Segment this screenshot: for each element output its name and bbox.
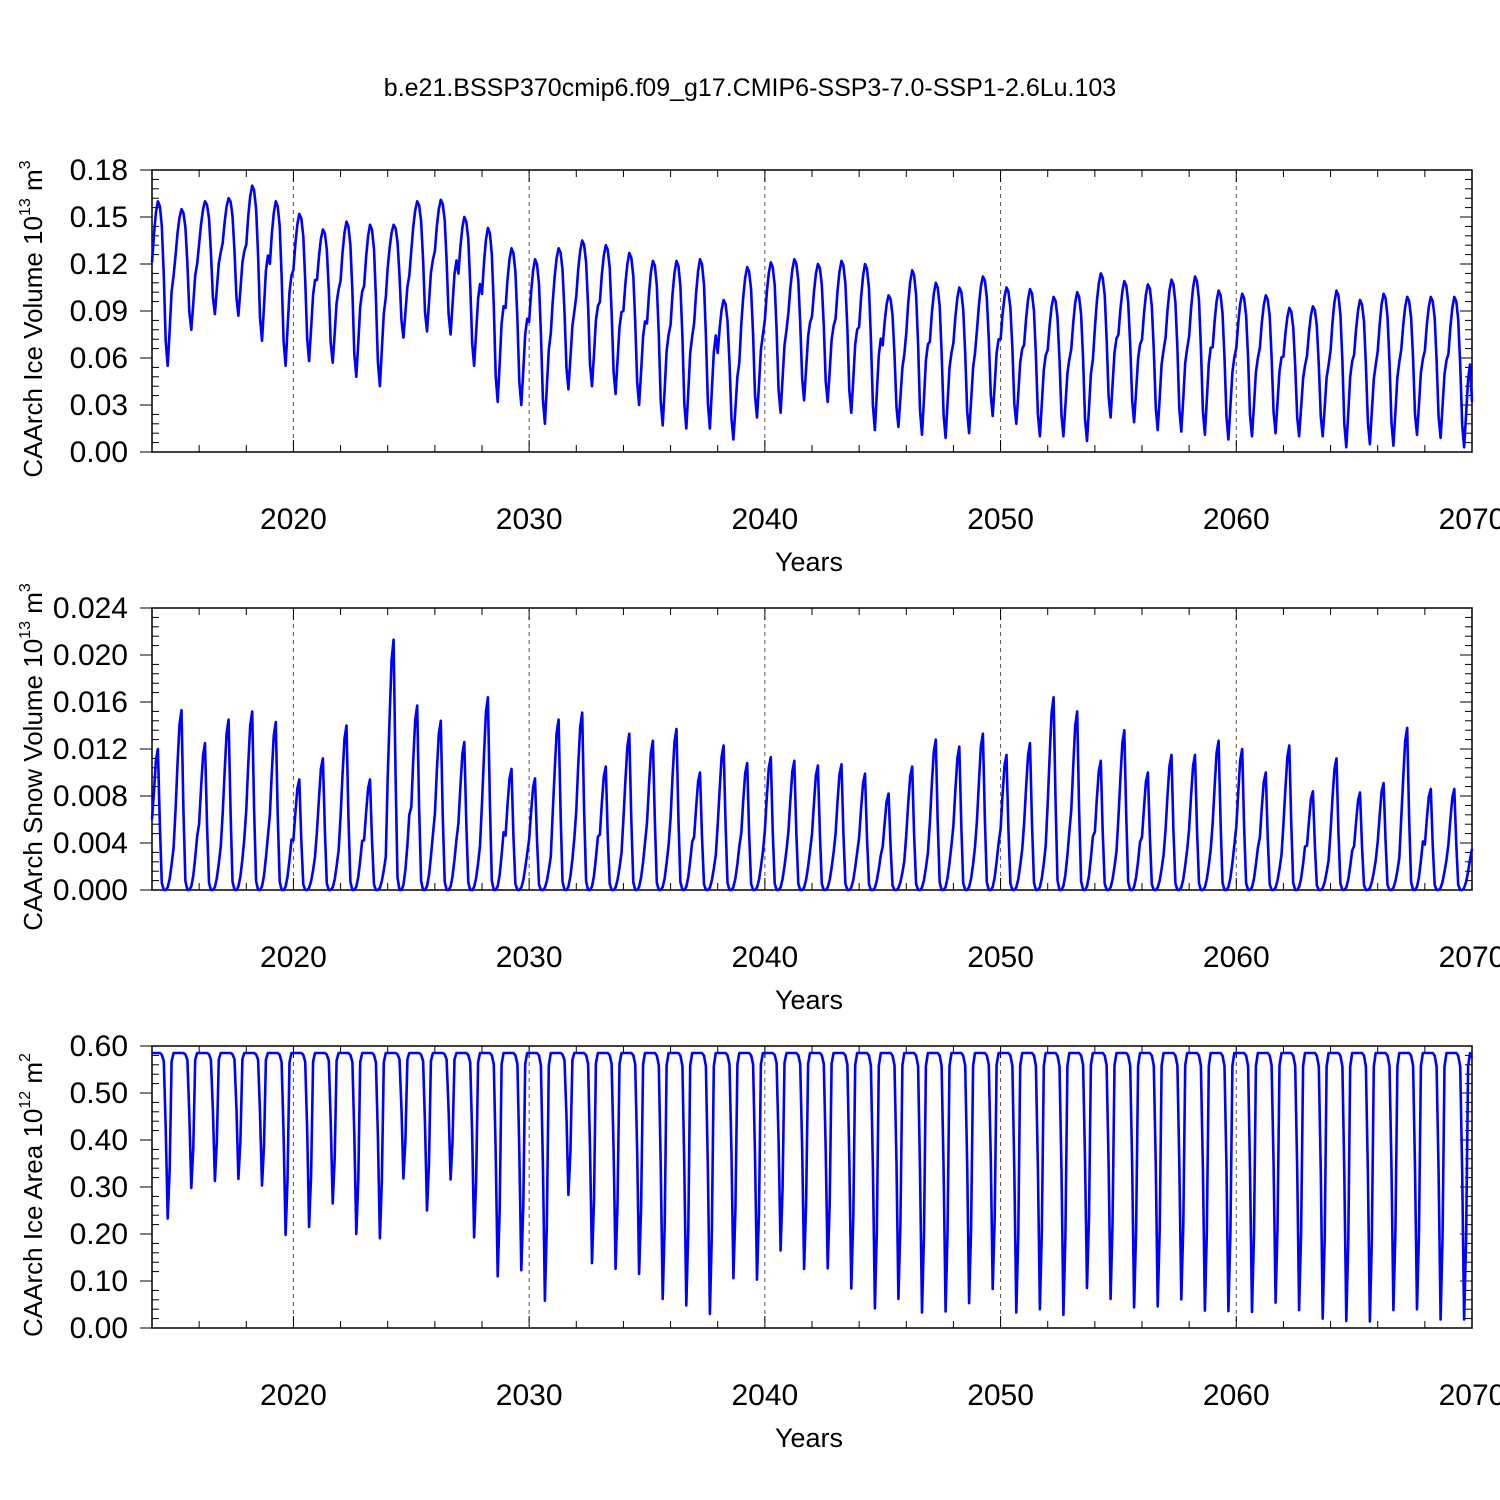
y-tick-label: 0.016 [53,686,128,719]
y-tick-label: 0.06 [70,342,128,375]
y-tick-label: 0.03 [70,389,128,422]
x-tick-label: 2040 [731,1379,798,1412]
x-tick-label: 2040 [731,941,798,974]
x-tick-label: 2020 [260,503,327,536]
y-tick-label: 0.10 [70,1265,128,1298]
y-tick-label: 0.00 [70,436,128,469]
series-line [150,638,1474,892]
y-tick-label: 0.012 [53,733,128,766]
y-tick-label: 0.60 [70,1030,128,1063]
y-tick-label: 0.020 [53,639,128,672]
x-tick-label: 2060 [1203,1379,1270,1412]
y-tick-label: 0.09 [70,295,128,328]
series-line [150,184,1474,449]
x-tick-label: 2050 [967,1379,1034,1412]
x-tick-label: 2060 [1203,503,1270,536]
x-tick-label: 2050 [967,503,1034,536]
x-axis-label: Years [775,547,843,577]
x-tick-label: 2030 [496,503,563,536]
y-tick-label: 0.00 [70,1312,128,1345]
x-tick-label: 2060 [1203,941,1270,974]
x-tick-label: 2030 [496,1379,563,1412]
y-tick-label: 0.20 [70,1218,128,1251]
series-line [152,1051,1474,1323]
panel-ice-volume: 0.00 0.03 0.06 0.09 0.12 0.15 0.18 2020 2030 2040… [17,154,1500,577]
x-tick-label: 2070 [1439,941,1500,974]
y-axis-label: CAArch Snow Volume 1013 m3 [17,583,48,931]
x-axis-label: Years [775,1423,843,1453]
x-axis-label: Years [775,985,843,1015]
y-tick-label: 0.024 [53,592,128,625]
panel-snow-volume: 0.000 0.004 0.008 0.012 0.016 0.020 0.024 2020 2… [17,583,1500,1015]
y-tick-label: 0.004 [53,827,128,860]
chart-title: b.e21.BSSP370cmip6.f09_g17.CMIP6-SSP3-7.… [384,74,1116,102]
y-axis-label: CAArch Ice Volume 1013 m3 [17,160,48,477]
y-tick-label: 0.000 [53,874,128,907]
x-tick-label: 2050 [967,941,1034,974]
x-tick-label: 2030 [496,941,563,974]
x-tick-label: 2070 [1439,1379,1500,1412]
y-tick-label: 0.40 [70,1124,128,1157]
y-tick-label: 0.30 [70,1171,128,1204]
y-tick-label: 0.12 [70,248,128,281]
y-tick-label: 0.15 [70,201,128,234]
x-tick-label: 2020 [260,1379,327,1412]
y-tick-label: 0.18 [70,154,128,187]
y-axis-label: CAArch Ice Area 1012 m2 [17,1053,48,1337]
x-tick-label: 2040 [731,503,798,536]
panel-ice-area: 0.00 0.10 0.20 0.30 0.40 0.50 0.60 2020 2030 2040… [17,1030,1500,1453]
x-tick-label: 2070 [1439,503,1500,536]
x-tick-label: 2020 [260,941,327,974]
y-tick-label: 0.008 [53,780,128,813]
y-tick-label: 0.50 [70,1077,128,1110]
